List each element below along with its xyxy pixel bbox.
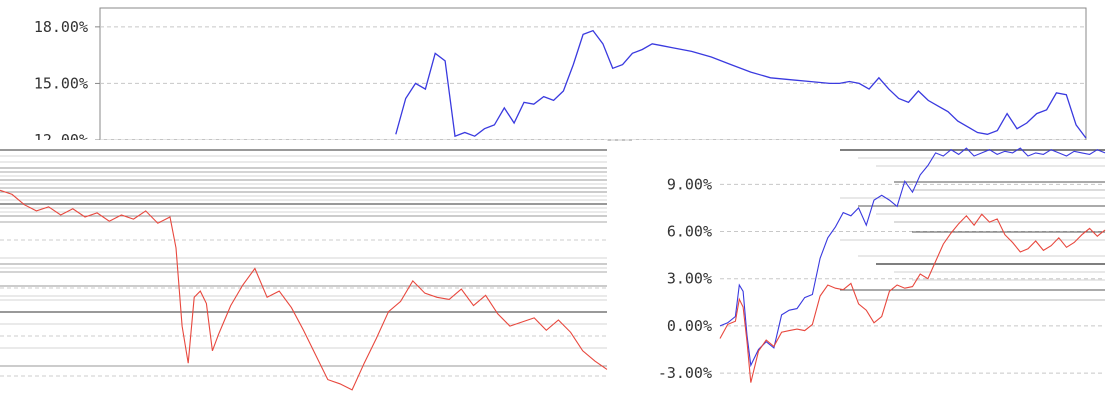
bottom-left-overlay-stripes [0,149,607,367]
top-gridlines [100,26,1086,141]
bottom-right-tick-label: 9.00% [667,175,712,193]
top-series-line [395,29,1087,139]
top-tick-label: 18.00% [34,18,88,36]
top-y-axis-ticks: 18.00%15.00%12.00% [34,18,100,149]
bottom-right-tick-label: 0.00% [667,317,712,335]
bottom-right-series-1-line [719,147,1106,368]
bottom-right-tick-label: 6.00% [667,223,712,241]
bottom-left-series-line [0,189,608,391]
bottom-left-gridlines [0,239,607,377]
bottom-right-chart-panel: 9.00% 6.00% 3.00% 0.00% -3.00% [632,140,1109,395]
bottom-right-overlay-stripes [840,149,1105,301]
bottom-right-y-axis-ticks: 9.00% 6.00% 3.00% 0.00% -3.00% [658,175,712,382]
top-plot-frame [99,7,1087,141]
bottom-right-series-2-line [719,213,1106,383]
top-tick-label: 15.00% [34,74,88,92]
bottom-right-tick-label: 3.00% [667,270,712,288]
bottom-left-chart-panel [0,140,608,395]
top-chart-panel: 18.00%15.00%12.00% [34,7,1087,149]
bottom-right-tick-label: -3.00% [658,364,712,382]
